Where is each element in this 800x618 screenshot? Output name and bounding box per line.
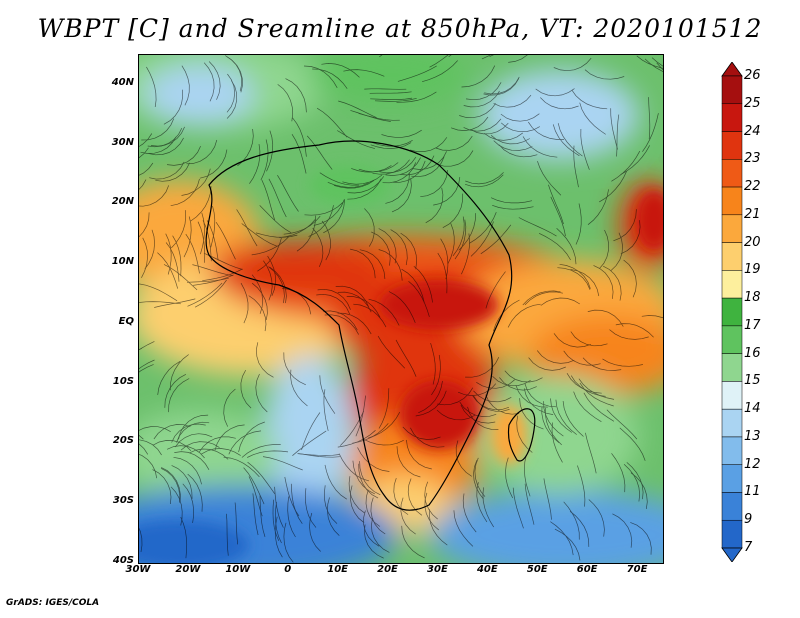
lon-tick-label: 30E <box>427 564 448 575</box>
colorbar-swatch <box>721 436 743 465</box>
wbpt-field-map <box>139 55 663 563</box>
lon-tick-label: 60E <box>576 564 598 575</box>
colorbar-top-arrow <box>721 61 743 77</box>
colorbar-swatch <box>721 186 743 216</box>
colorbar-swatch <box>721 325 743 354</box>
colorbar-label: 17 <box>744 317 761 333</box>
lat-tick-label: EQ <box>118 315 134 327</box>
colorbar-label: 11 <box>744 484 761 500</box>
lon-tick-label: 10W <box>225 564 251 575</box>
map-plot-area <box>138 54 664 564</box>
colorbar-label: 9 <box>744 512 753 528</box>
lon-tick-label: 50E <box>526 564 548 575</box>
colorbar-swatch <box>721 214 743 243</box>
lat-tick-label: 20S <box>112 435 134 447</box>
lon-tick-label: 20W <box>175 564 201 575</box>
colorbar-label: 23 <box>744 151 761 167</box>
colorbar-swatch <box>721 75 743 105</box>
lat-tick-label: 10S <box>112 375 134 387</box>
lon-tick-label: 10E <box>327 564 348 575</box>
colorbar-label: 20 <box>744 234 761 250</box>
lat-tick-label: 40N <box>111 76 134 88</box>
colorbar-label: 14 <box>744 401 761 417</box>
lat-tick-label: 10N <box>111 256 134 268</box>
colorbar-swatch <box>721 270 743 299</box>
colorbar-swatch <box>721 408 743 438</box>
colorbar-label: 22 <box>744 179 761 195</box>
colorbar-swatch <box>721 353 743 382</box>
footer-credit: GrADS: IGES/COLA <box>6 598 100 608</box>
streamline-layer <box>139 55 663 563</box>
colorbar-swatches <box>721 61 743 563</box>
lon-tick-label: 40E <box>476 564 498 575</box>
lon-tick-label: 70E <box>626 564 648 575</box>
colorbar-swatch <box>721 381 743 410</box>
colorbar-label: 18 <box>744 290 761 306</box>
lat-tick-label: 40S <box>112 555 134 566</box>
lon-tick-label: 30W <box>125 564 151 575</box>
lat-tick-label: 30N <box>111 136 134 148</box>
colorbar-label: 16 <box>744 345 761 361</box>
lat-tick-label: 20N <box>111 196 134 208</box>
colorbar-label: 13 <box>744 428 761 444</box>
chart-title: WBPT [C] and Sreamline at 850hPa, VT: 20… <box>37 14 763 43</box>
colorbar-swatch <box>721 131 743 160</box>
colorbar-swatch <box>721 159 743 188</box>
colorbar: 26 25 24 23 22 21 20 19 18 17 16 15 14 13 12 11 9 7 <box>720 61 780 563</box>
colorbar-swatch <box>721 519 743 549</box>
colorbar-swatch <box>721 242 743 271</box>
colorbar-bottom-arrow <box>721 547 743 563</box>
colorbar-label: 24 <box>744 123 761 139</box>
lat-tick-label: 30S <box>112 495 134 507</box>
colorbar-label: 26 <box>744 68 761 83</box>
colorbar-label: 25 <box>744 95 761 111</box>
colorbar-swatch <box>721 464 743 493</box>
colorbar-label: 7 <box>744 540 753 555</box>
coastline-layer <box>205 140 536 511</box>
lon-tick-label: 0 <box>284 564 292 575</box>
colorbar-swatch <box>721 492 743 521</box>
colorbar-label: 19 <box>744 262 761 278</box>
colorbar-label: 15 <box>744 373 761 389</box>
colorbar-swatch <box>721 103 743 132</box>
colorbar-label: 12 <box>744 456 761 472</box>
lon-tick-label: 20E <box>377 564 398 575</box>
colorbar-swatch <box>721 297 743 327</box>
colorbar-label: 21 <box>744 206 761 222</box>
